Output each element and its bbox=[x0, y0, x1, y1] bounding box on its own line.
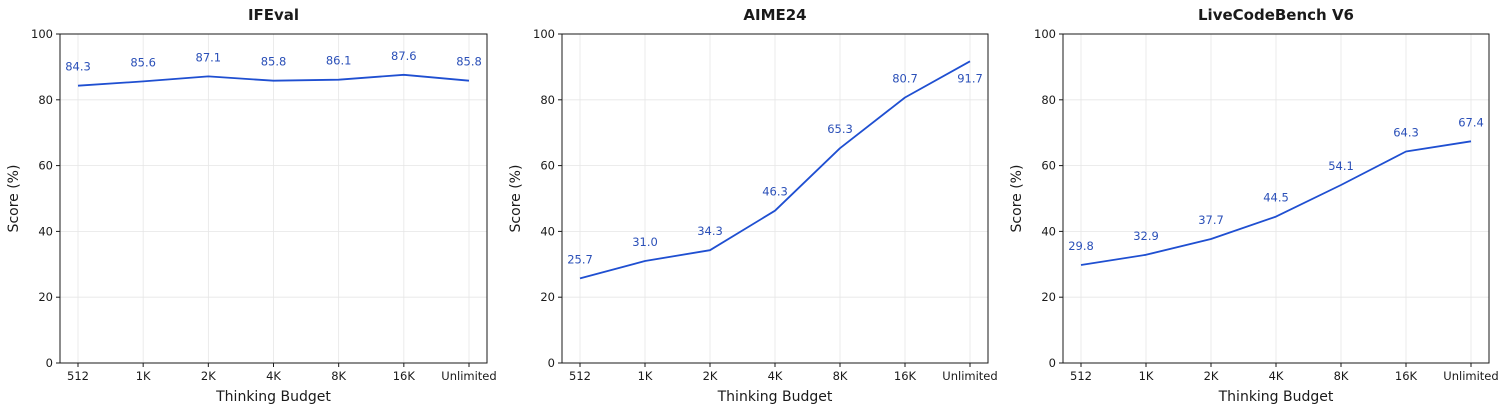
y-tick-label: 0 bbox=[1049, 356, 1056, 370]
y-tick-label: 20 bbox=[540, 290, 555, 304]
data-label: 29.8 bbox=[1068, 239, 1094, 253]
data-label: 85.8 bbox=[261, 55, 287, 69]
chart-title: LiveCodeBench V6 bbox=[1198, 6, 1354, 24]
y-tick-label: 40 bbox=[38, 224, 53, 238]
y-tick-label: 80 bbox=[1041, 93, 1056, 107]
y-tick-label: 40 bbox=[540, 224, 555, 238]
y-axis-label: Score (%) bbox=[508, 165, 524, 233]
data-label: 34.3 bbox=[697, 224, 723, 238]
y-tick-label: 80 bbox=[540, 93, 555, 107]
y-tick-label: 60 bbox=[38, 159, 53, 173]
chart-panel-1: 0 20 40 60 80 100 512 1K 2K 4K 8K 16K Unlimited IFEva… bbox=[6, 6, 497, 405]
x-tick-label: 16K bbox=[393, 369, 416, 383]
chart-title: IFEval bbox=[248, 6, 299, 24]
y-tick-label: 0 bbox=[548, 356, 555, 370]
data-label: 37.7 bbox=[1198, 213, 1224, 227]
x-tick-label: 2K bbox=[1204, 369, 1219, 383]
x-axis-label: Thinking Budget bbox=[717, 389, 833, 405]
x-tick-label: Unlimited bbox=[441, 369, 496, 383]
x-tick-label: 1K bbox=[136, 369, 151, 383]
data-label: 64.3 bbox=[1393, 125, 1419, 139]
x-tick-label: Unlimited bbox=[942, 369, 997, 383]
y-tick-label: 100 bbox=[1034, 27, 1056, 41]
chart-panel-2: 0 20 40 60 80 100 512 1K 2K 4K 8K 16K Unlimited AIME2… bbox=[508, 6, 998, 405]
x-tick-label: 512 bbox=[67, 369, 89, 383]
data-label: 31.0 bbox=[632, 235, 658, 249]
chart-title: AIME24 bbox=[743, 6, 806, 24]
x-tick-label: 4K bbox=[266, 369, 281, 383]
x-tick-label: Unlimited bbox=[1443, 369, 1498, 383]
x-tick-label: 1K bbox=[1139, 369, 1154, 383]
y-tick-label: 40 bbox=[1041, 224, 1056, 238]
y-tick-label: 100 bbox=[31, 27, 53, 41]
data-label: 46.3 bbox=[762, 185, 788, 199]
data-label: 65.3 bbox=[827, 122, 853, 136]
y-tick-label: 20 bbox=[1041, 290, 1056, 304]
data-label: 80.7 bbox=[892, 71, 918, 85]
data-label: 87.6 bbox=[391, 49, 417, 63]
y-axis-label: Score (%) bbox=[1009, 165, 1025, 233]
x-tick-label: 512 bbox=[569, 369, 591, 383]
data-label: 54.1 bbox=[1328, 159, 1354, 173]
y-tick-label: 60 bbox=[540, 159, 555, 173]
y-tick-label: 0 bbox=[46, 356, 53, 370]
data-label: 44.5 bbox=[1263, 191, 1289, 205]
x-tick-label: 2K bbox=[201, 369, 216, 383]
x-tick-label: 2K bbox=[703, 369, 718, 383]
data-label: 32.9 bbox=[1133, 229, 1159, 243]
data-label: 85.8 bbox=[456, 55, 482, 69]
data-label: 87.1 bbox=[196, 50, 222, 64]
x-tick-label: 16K bbox=[894, 369, 917, 383]
x-tick-label: 16K bbox=[1395, 369, 1418, 383]
x-tick-label: 512 bbox=[1070, 369, 1092, 383]
x-tick-label: 4K bbox=[768, 369, 783, 383]
x-tick-label: 8K bbox=[331, 369, 346, 383]
data-label: 86.1 bbox=[326, 54, 352, 68]
x-axis-label: Thinking Budget bbox=[215, 389, 331, 405]
data-label: 85.6 bbox=[130, 55, 156, 69]
y-tick-label: 20 bbox=[38, 290, 53, 304]
y-tick-label: 60 bbox=[1041, 159, 1056, 173]
series-line bbox=[77, 73, 470, 87]
y-tick-label: 80 bbox=[38, 93, 53, 107]
x-tick-label: 4K bbox=[1269, 369, 1284, 383]
x-tick-label: 8K bbox=[1334, 369, 1349, 383]
y-axis-label: Score (%) bbox=[6, 165, 22, 233]
x-tick-label: 8K bbox=[833, 369, 848, 383]
chart-panel-3: 0 20 40 60 80 100 512 1K 2K 4K 8K 16K Unlimited LiveC… bbox=[1009, 6, 1499, 405]
x-tick-label: 1K bbox=[638, 369, 653, 383]
y-tick-label: 100 bbox=[533, 27, 555, 41]
x-axis-label: Thinking Budget bbox=[1218, 389, 1334, 405]
data-label: 67.4 bbox=[1458, 115, 1484, 129]
data-label: 84.3 bbox=[65, 60, 91, 74]
data-label: 25.7 bbox=[567, 252, 593, 266]
data-label: 91.7 bbox=[957, 71, 983, 85]
